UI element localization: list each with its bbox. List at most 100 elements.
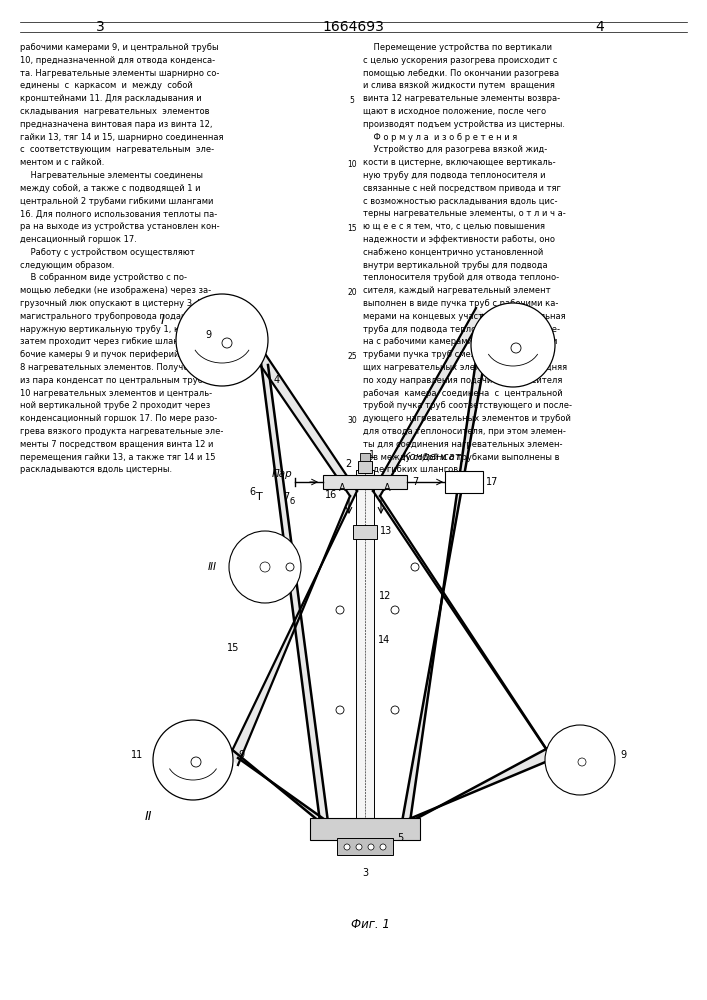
Text: 11: 11 bbox=[131, 750, 143, 760]
Text: ю щ е е с я тем, что, с целью повышения: ю щ е е с я тем, что, с целью повышения bbox=[363, 222, 545, 231]
Text: гайки 13, тяг 14 и 15, шарнирно соединенная: гайки 13, тяг 14 и 15, шарнирно соединен… bbox=[20, 133, 223, 142]
Text: 5: 5 bbox=[349, 96, 354, 105]
Circle shape bbox=[411, 563, 419, 571]
Text: менты 7 посредством вращения винта 12 и: менты 7 посредством вращения винта 12 и bbox=[20, 440, 214, 449]
Text: магистрального трубопровода подают пар в: магистрального трубопровода подают пар в bbox=[20, 312, 219, 321]
Text: 15: 15 bbox=[227, 643, 239, 653]
Text: 14: 14 bbox=[378, 635, 390, 645]
Text: 3: 3 bbox=[95, 20, 105, 34]
Text: б: б bbox=[289, 497, 295, 506]
Text: щих нагревательных элементов, а последняя: щих нагревательных элементов, а последня… bbox=[363, 363, 567, 372]
Bar bbox=[310, 818, 420, 840]
Text: складывания  нагревательных  элементов: складывания нагревательных элементов bbox=[20, 107, 209, 116]
Circle shape bbox=[545, 725, 615, 795]
Text: А: А bbox=[384, 483, 391, 493]
Circle shape bbox=[344, 844, 350, 850]
Text: ной вертикальной трубе 2 проходит через: ной вертикальной трубе 2 проходит через bbox=[20, 401, 210, 410]
Text: Устройство для разогрева вязкой жид-: Устройство для разогрева вязкой жид- bbox=[363, 145, 547, 154]
Circle shape bbox=[222, 338, 232, 348]
Polygon shape bbox=[402, 748, 555, 822]
Text: 4: 4 bbox=[274, 375, 280, 385]
Text: с целью ускорения разогрева происходит с: с целью ускорения разогрева происходит с bbox=[363, 56, 557, 65]
Polygon shape bbox=[373, 308, 483, 496]
Bar bbox=[445, 471, 483, 493]
Text: 4: 4 bbox=[595, 20, 604, 34]
Circle shape bbox=[471, 303, 555, 387]
Text: центральной 2 трубами гибкими шлангами: центральной 2 трубами гибкими шлангами bbox=[20, 197, 214, 206]
Text: виде гибких шлангов.: виде гибких шлангов. bbox=[363, 465, 461, 474]
Text: Пар: Пар bbox=[271, 469, 292, 479]
Text: выполнен в виде пучка труб с рабочими ка-: выполнен в виде пучка труб с рабочими ка… bbox=[363, 299, 559, 308]
Text: 1: 1 bbox=[369, 450, 375, 460]
Text: мерами на концевых участках, вертикальная: мерами на концевых участках, вертикальна… bbox=[363, 312, 566, 321]
Text: 2: 2 bbox=[345, 459, 351, 469]
Text: III: III bbox=[208, 562, 217, 572]
Text: наружную вертикальную трубу 1, который: наружную вертикальную трубу 1, который bbox=[20, 325, 212, 334]
Text: Фиг. 1: Фиг. 1 bbox=[351, 918, 390, 932]
Text: из пара конденсат по центральным трубам: из пара конденсат по центральным трубам bbox=[20, 376, 214, 385]
Text: Работу с устройством осуществляют: Работу с устройством осуществляют bbox=[20, 248, 194, 257]
Text: 8 нагревательных элементов. Полученный: 8 нагревательных элементов. Полученный bbox=[20, 363, 211, 372]
Text: кости в цистерне, включающее вертикаль-: кости в цистерне, включающее вертикаль- bbox=[363, 158, 556, 167]
Text: между собой, а также с подводящей 1 и: между собой, а также с подводящей 1 и bbox=[20, 184, 201, 193]
Text: грузочный люк опускают в цистерну 3. Из: грузочный люк опускают в цистерну 3. Из bbox=[20, 299, 209, 308]
Text: Конденсат: Конденсат bbox=[402, 452, 462, 462]
Bar bbox=[358, 461, 372, 473]
Text: Т: Т bbox=[256, 492, 262, 502]
Text: рабочая  камера  соединена  с  центральной: рабочая камера соединена с центральной bbox=[363, 389, 563, 398]
Text: тов между собой и с трубками выполнены в: тов между собой и с трубками выполнены в bbox=[363, 453, 559, 462]
Text: мощью лебедки (не изображена) через за-: мощью лебедки (не изображена) через за- bbox=[20, 286, 211, 295]
Polygon shape bbox=[217, 297, 357, 496]
Polygon shape bbox=[373, 491, 555, 762]
Text: по ходу направления подачи теплоносителя: по ходу направления подачи теплоносителя bbox=[363, 376, 562, 385]
Text: раскладываются вдоль цистерны.: раскладываются вдоль цистерны. bbox=[20, 465, 172, 474]
Text: с  соответствующим  нагревательным  эле-: с соответствующим нагревательным эле- bbox=[20, 145, 214, 154]
Circle shape bbox=[391, 706, 399, 714]
Text: труба для подвода теплоносителя соедине-: труба для подвода теплоносителя соедине- bbox=[363, 325, 560, 334]
Circle shape bbox=[380, 844, 386, 850]
Text: А: А bbox=[339, 483, 346, 493]
Circle shape bbox=[176, 294, 268, 386]
Circle shape bbox=[229, 531, 301, 603]
Text: ра на выходе из устройства установлен кон-: ра на выходе из устройства установлен ко… bbox=[20, 222, 220, 231]
Circle shape bbox=[191, 757, 201, 767]
Bar bbox=[337, 838, 393, 855]
Circle shape bbox=[578, 758, 586, 766]
Text: денсационный горшок 17.: денсационный горшок 17. bbox=[20, 235, 137, 244]
Text: на с рабочими камерами и периферийными: на с рабочими камерами и периферийными bbox=[363, 337, 557, 346]
Text: 16. Для полного использования теплоты па-: 16. Для полного использования теплоты па… bbox=[20, 209, 217, 218]
Text: следующим образом.: следующим образом. bbox=[20, 261, 115, 270]
Text: щают в исходное положение, после чего: щают в исходное положение, после чего bbox=[363, 107, 546, 116]
Text: грева вязкого продукта нагревательные эле-: грева вязкого продукта нагревательные эл… bbox=[20, 427, 223, 436]
Text: 25: 25 bbox=[347, 352, 357, 361]
Text: единены  с  каркасом  и  между  собой: единены с каркасом и между собой bbox=[20, 81, 193, 90]
Text: Перемещение устройства по вертикали: Перемещение устройства по вертикали bbox=[363, 43, 552, 52]
Text: бочие камеры 9 и пучок периферийных труб: бочие камеры 9 и пучок периферийных труб bbox=[20, 350, 220, 359]
Text: сителя, каждый нагревательный элемент: сителя, каждый нагревательный элемент bbox=[363, 286, 551, 295]
Circle shape bbox=[153, 720, 233, 800]
Text: та. Нагревательные элементы шарнирно со-: та. Нагревательные элементы шарнирно со- bbox=[20, 69, 219, 78]
Text: 17: 17 bbox=[486, 477, 498, 487]
Text: 9: 9 bbox=[206, 330, 212, 340]
Text: 1664693: 1664693 bbox=[322, 20, 384, 34]
Text: I: I bbox=[160, 314, 164, 326]
Text: 10, предназначенной для отвода конденса-: 10, предназначенной для отвода конденса- bbox=[20, 56, 215, 65]
Text: перемещения гайки 13, а также тяг 14 и 15: перемещения гайки 13, а также тяг 14 и 1… bbox=[20, 453, 216, 462]
Bar bbox=[356, 470, 374, 820]
Text: связанные с ней посредством привода и тяг: связанные с ней посредством привода и тя… bbox=[363, 184, 561, 193]
Text: 12: 12 bbox=[379, 591, 392, 601]
Text: 5: 5 bbox=[397, 833, 403, 843]
Text: 9: 9 bbox=[238, 750, 244, 760]
Text: ную трубу для подвода теплоносителя и: ную трубу для подвода теплоносителя и bbox=[363, 171, 546, 180]
Text: для отвода теплоносителя, при этом элемен-: для отвода теплоносителя, при этом элеме… bbox=[363, 427, 566, 436]
Text: с возможностью раскладывания вдоль цис-: с возможностью раскладывания вдоль цис- bbox=[363, 197, 558, 206]
Text: 9: 9 bbox=[620, 750, 626, 760]
Text: 3: 3 bbox=[362, 868, 368, 878]
Circle shape bbox=[260, 562, 270, 572]
Circle shape bbox=[286, 563, 294, 571]
Text: помощью лебедки. По окончании разогрева: помощью лебедки. По окончании разогрева bbox=[363, 69, 559, 78]
Circle shape bbox=[391, 606, 399, 614]
Text: 15: 15 bbox=[347, 224, 357, 233]
Text: трубами пучка труб смежных и последую-: трубами пучка труб смежных и последую- bbox=[363, 350, 553, 359]
Text: терны нагревательные элементы, о т л и ч а-: терны нагревательные элементы, о т л и ч… bbox=[363, 209, 566, 218]
